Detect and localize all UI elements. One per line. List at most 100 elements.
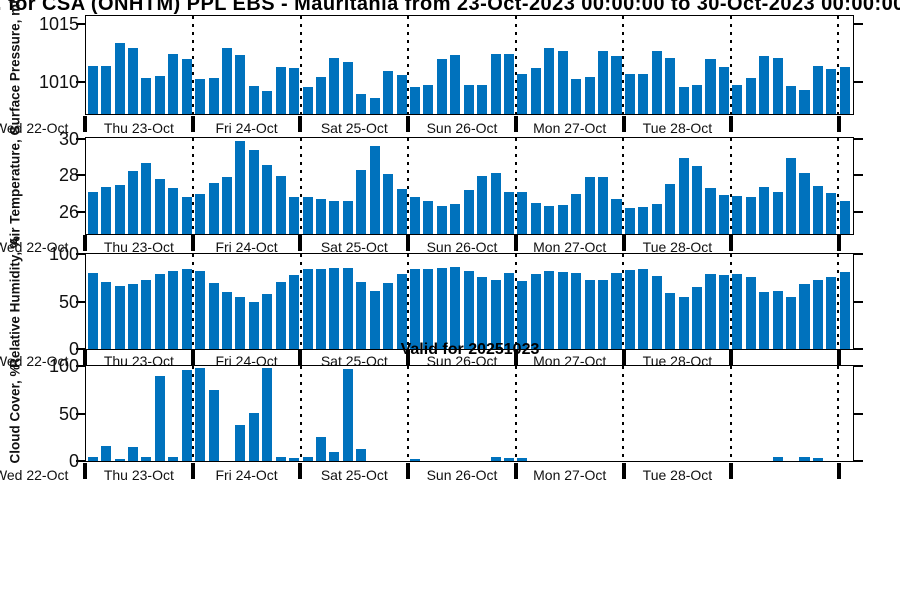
x-major-tick (406, 116, 411, 132)
bar (329, 57, 340, 114)
bar (786, 157, 797, 234)
day-gridline (622, 254, 625, 349)
bar (490, 279, 501, 349)
bar (409, 197, 421, 234)
bar (692, 287, 703, 349)
bar (450, 203, 461, 234)
bar (826, 276, 837, 349)
y-tick (853, 174, 863, 177)
day-gridline (192, 16, 195, 114)
bar (154, 375, 165, 461)
x-major-tick (406, 463, 411, 479)
day-gridline (729, 16, 732, 114)
cloud-cover-plot-area (86, 366, 853, 461)
bar (235, 141, 246, 234)
bar (772, 291, 783, 349)
bar (477, 276, 488, 349)
bar (745, 197, 756, 234)
bar (221, 292, 233, 349)
y-tick (76, 210, 86, 213)
bar (195, 367, 206, 461)
surface-pressure-plot-area (86, 16, 853, 114)
bar (141, 279, 152, 349)
bar (745, 78, 756, 114)
bar (302, 457, 313, 461)
x-major-tick (513, 235, 518, 251)
bar (772, 191, 783, 234)
pressure-xaxis-labels: Wed 22-Oct Thu 23-Oct Fri 24-Oct Sat 25-Oct… (0, 116, 854, 136)
bar (517, 280, 528, 349)
day-gridline (837, 254, 840, 349)
y-tick-label: 100 (48, 356, 79, 376)
bar (799, 457, 810, 461)
bar (221, 48, 233, 114)
y-tick (76, 300, 86, 303)
day-gridline (514, 138, 517, 234)
bar (329, 451, 340, 461)
x-major-tick (621, 116, 626, 132)
bar (369, 145, 380, 234)
day-gridline (407, 366, 410, 461)
bar (409, 459, 421, 461)
surface-pressure-subplot: Surface Pressure, mb 1010 1015 (8, 0, 863, 134)
bar (289, 458, 300, 461)
day-gridline (299, 254, 302, 349)
bar (114, 42, 125, 114)
y-tick-label: 26 (58, 201, 79, 222)
y-tick-label: 30 (58, 128, 79, 149)
air-temperature-plot-area (86, 138, 853, 234)
bar (101, 281, 112, 349)
x-tick-label: Sat 25-Oct (320, 120, 388, 136)
chart-title: . for CSA (ONHTM) PPL EBS - Mauritania f… (0, 0, 900, 15)
bar (826, 69, 837, 114)
bar (383, 282, 394, 349)
x-major-tick (513, 116, 518, 132)
bar (530, 67, 541, 114)
x-tick-label: Sun 26-Oct (426, 239, 498, 255)
x-major-tick (298, 116, 303, 132)
bar (571, 193, 582, 234)
day-gridline (622, 366, 625, 461)
bar (208, 283, 219, 349)
x-tick-label: Tue 28-Oct (642, 239, 713, 255)
bar (315, 77, 327, 114)
x-major-tick (83, 349, 87, 365)
bar (315, 437, 327, 461)
y-tick-label: 0 (68, 339, 79, 359)
day-gridline (407, 138, 410, 234)
bar (409, 269, 421, 349)
bar (839, 66, 850, 114)
bar (678, 296, 689, 349)
bar (584, 279, 595, 349)
y-tick-label: 100 (48, 244, 79, 264)
bar (718, 66, 729, 114)
bar (732, 273, 743, 349)
bar (383, 71, 394, 114)
x-tick-label: Thu 23-Oct (103, 239, 174, 255)
bar (87, 273, 98, 349)
day-gridline (837, 16, 840, 114)
bar (342, 268, 353, 349)
x-major-tick (513, 349, 518, 365)
y-tick (76, 348, 86, 350)
x-major-tick (298, 349, 303, 365)
day-gridline (622, 138, 625, 234)
bar (544, 206, 555, 234)
bar (208, 389, 219, 461)
bar (759, 187, 770, 234)
bar (517, 191, 528, 234)
y-tick (853, 460, 863, 462)
day-gridline (192, 138, 195, 234)
bar (463, 271, 474, 349)
bar (329, 200, 340, 234)
bar (262, 367, 273, 461)
bar (490, 54, 501, 114)
x-tick-label: Sat 25-Oct (320, 467, 388, 483)
bar (356, 94, 367, 114)
y-tick (76, 460, 86, 462)
bar (409, 87, 421, 114)
x-tick-label: Sun 26-Oct (426, 467, 498, 483)
day-gridline (299, 16, 302, 114)
bar (369, 97, 380, 114)
bar (557, 50, 568, 114)
